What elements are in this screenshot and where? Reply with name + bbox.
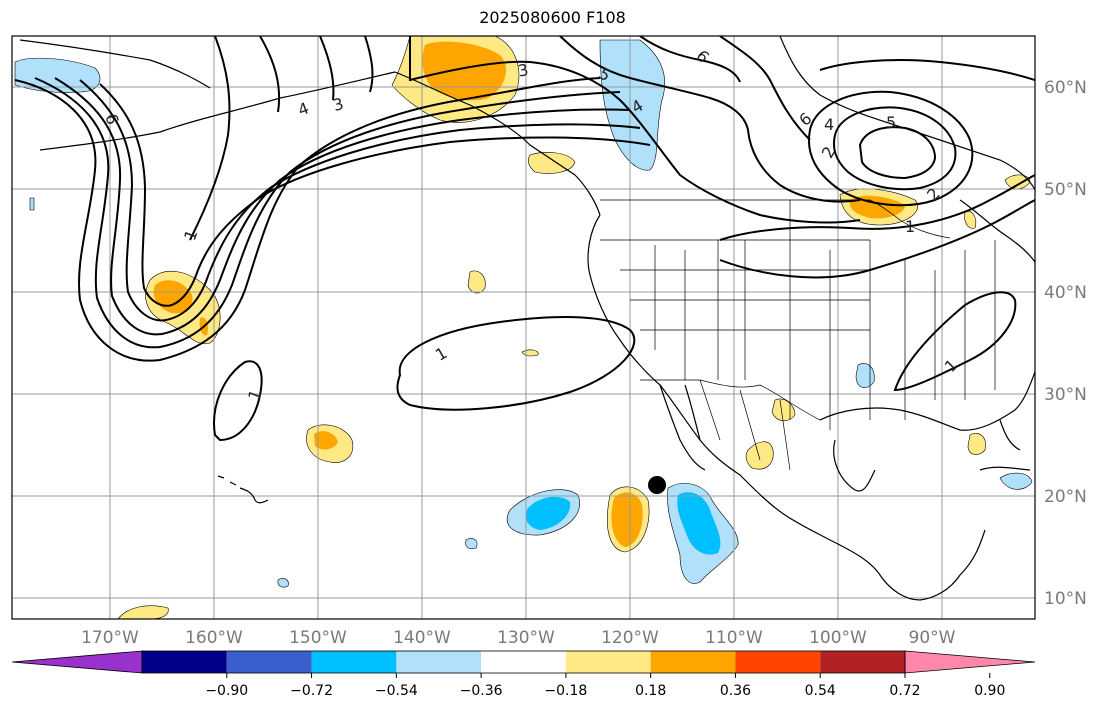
positive-area-bc: [528, 152, 576, 174]
lat-label-30n: 30°N: [1044, 385, 1087, 405]
coastlines: [19, 36, 1035, 601]
lon-label-150w: 150°W: [289, 628, 347, 648]
lon-label-120w: 120°W: [601, 628, 659, 648]
longitude-labels: 170°W 160°W 150°W 140°W 130°W 120°W 110°…: [81, 628, 956, 648]
colorbar-tick-label: 0.18: [635, 683, 666, 699]
lon-label-100w: 100°W: [809, 628, 867, 648]
anomaly-shading: [14, 36, 1033, 619]
colorbar-tick-label: 0.36: [720, 683, 751, 699]
coast-baja: [659, 384, 706, 471]
positive-area-greatlakes-mid: [849, 195, 905, 219]
negative-area-nw: [14, 57, 101, 93]
colorbar-tick-label: 0.72: [889, 683, 920, 699]
colorbar-tick-label: −0.18: [544, 683, 587, 699]
colorbar: −0.90 −0.72 −0.54 −0.36 −0.18 0.18 0.36 0.54 0.7…: [11, 650, 1036, 699]
coast-florida-cuba: [979, 419, 1031, 471]
colorbar-swatch: [481, 651, 566, 673]
negative-area-tropical-east-mid: [677, 492, 721, 555]
storm-center-marker: [648, 476, 666, 494]
lat-label-20n: 20°N: [1044, 487, 1087, 507]
latitude-labels: 60°N 50°N 40°N 30°N 20°N 10°N: [1044, 78, 1087, 609]
border-mexico-states: [699, 379, 791, 471]
map-border: [11, 35, 1036, 620]
lat-label-10n: 10°N: [1044, 589, 1087, 609]
lat-label-60n: 60°N: [1044, 78, 1087, 98]
positive-area-central-mid: [314, 431, 338, 450]
colorbar-outline: [141, 650, 906, 674]
lon-label-140w: 140°W: [393, 628, 451, 648]
border-us-states: [600, 200, 996, 430]
negative-area-small-3: [465, 538, 478, 550]
contour-label: 3: [516, 60, 529, 80]
contour-label: 3: [331, 94, 346, 115]
contour-label: 1: [905, 217, 915, 236]
negative-area-tropical-west-mid: [525, 496, 571, 530]
colorbar-tick-label: −0.54: [375, 683, 418, 699]
coast-us-west: [587, 214, 986, 601]
negative-area-dot: [29, 197, 35, 211]
colorbar-swatch: [650, 651, 736, 673]
lon-label-130w: 130°W: [497, 628, 555, 648]
positive-area-mexico: [745, 441, 774, 470]
figure-title: 2025080600 F108: [479, 8, 626, 27]
contour-lines: [14, 36, 1035, 442]
graticule: [12, 36, 1035, 619]
colorbar-swatch: [226, 651, 312, 673]
border-us-mexico: [640, 379, 821, 421]
colorbar-extend-low: [11, 650, 143, 674]
colorbar-swatch: [396, 651, 482, 673]
contour-label: 4: [824, 115, 834, 134]
colorbar-extend-high: [904, 650, 1036, 674]
colorbar-tick-label: −0.72: [290, 683, 333, 699]
positive-area-alaska-mid: [422, 41, 507, 101]
colorbar-swatch: [735, 651, 821, 673]
lon-label-90w: 90°W: [909, 628, 956, 648]
negative-area-small-4: [277, 578, 289, 588]
lon-label-160w: 160°W: [185, 628, 243, 648]
colorbar-swatches: [11, 650, 1036, 674]
lon-label-110w: 110°W: [705, 628, 763, 648]
coast-alaska-aleutians: [19, 39, 601, 216]
colorbar-swatch: [311, 651, 397, 673]
colorbar-tick-label: −0.90: [205, 683, 248, 699]
coast-hawaii: [217, 475, 269, 504]
negative-area-small-5: [999, 472, 1033, 490]
contour-label: 5: [886, 113, 896, 132]
positive-area-texas: [771, 398, 796, 421]
borders: [600, 199, 996, 471]
lat-label-50n: 50°N: [1044, 180, 1087, 200]
colorbar-swatch: [142, 651, 227, 673]
coast-gulf: [819, 371, 1035, 492]
lat-label-40n: 40°N: [1044, 283, 1087, 303]
positive-area-small-1: [467, 270, 486, 294]
colorbar-swatch: [820, 651, 905, 673]
colorbar-swatch: [565, 651, 651, 673]
positive-area-gulf: [967, 432, 986, 455]
positive-area-east-2: [964, 210, 977, 229]
colorbar-tick-label: 0.90: [974, 683, 1005, 699]
colorbar-tick-label: −0.36: [460, 683, 503, 699]
lon-label-170w: 170°W: [81, 628, 139, 648]
positive-area-tropical-mid: [611, 492, 643, 547]
colorbar-tick-label: 0.54: [805, 683, 836, 699]
colorbar-labels: −0.90 −0.72 −0.54 −0.36 −0.18 0.18 0.36 0.54 0.7…: [205, 673, 1005, 699]
